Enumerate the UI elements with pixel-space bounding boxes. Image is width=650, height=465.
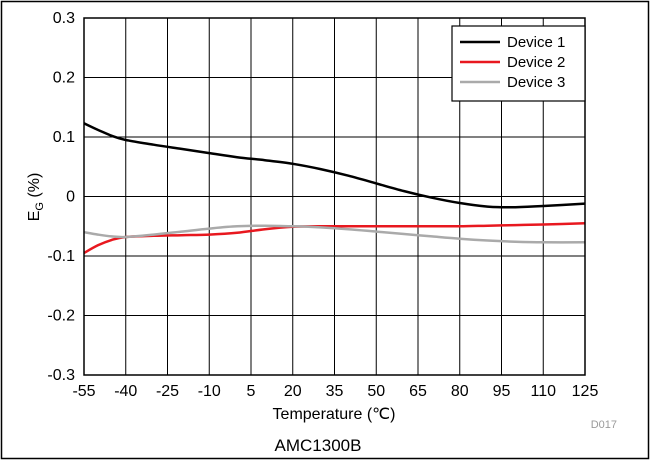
y-tick-label: 0.2 [53, 70, 75, 87]
y-axis-label-unit: (%) [26, 173, 43, 202]
y-tick-labels: -0.3 -0.2 -0.1 0 0.1 0.2 0.3 [47, 10, 75, 384]
x-tick-label: 95 [493, 383, 511, 400]
x-tick-label: 110 [530, 383, 556, 400]
y-axis-label-main: E [26, 211, 43, 222]
legend: Device 1 Device 2 Device 3 [451, 25, 586, 102]
legend-label-device-2: Device 2 [507, 54, 565, 71]
legend-label-device-3: Device 3 [507, 74, 565, 91]
y-axis-label: EG (%) [26, 173, 46, 222]
x-tick-label: 20 [284, 383, 302, 400]
legend-label-device-1: Device 1 [507, 34, 565, 51]
series-lines [83, 122, 586, 255]
x-tick-label: 80 [451, 383, 469, 400]
y-axis-label-subscript: G [34, 202, 46, 211]
x-tick-label: -25 [156, 383, 179, 400]
y-tick-label: 0.1 [53, 129, 75, 146]
x-tick-label: 50 [367, 383, 385, 400]
plot-area-border [83, 17, 586, 376]
legend-box [451, 25, 586, 102]
y-tick-label: -0.1 [47, 248, 75, 265]
x-tick-label: 5 [247, 383, 256, 400]
y-tick-label: -0.3 [47, 367, 75, 384]
y-tick-label: 0 [66, 189, 75, 206]
x-tick-label: 35 [326, 383, 344, 400]
chart-caption: AMC1300B [275, 436, 362, 455]
y-tick-label: 0.3 [53, 10, 75, 27]
x-tick-labels: -55 -40 -25 -10 5 20 35 50 65 80 95 110 125 [72, 383, 598, 400]
figure-id: D017 [591, 419, 617, 431]
series-line-device-1 [83, 122, 586, 209]
x-tick-label: 65 [409, 383, 427, 400]
x-tick-label: -55 [72, 383, 95, 400]
x-tick-label: -40 [114, 383, 137, 400]
y-tick-label: -0.2 [47, 308, 75, 325]
x-tick-label: -10 [198, 383, 221, 400]
series-line-device-3 [83, 224, 586, 244]
x-axis-label: Temperature (℃) [273, 406, 396, 423]
x-tick-label: 125 [572, 383, 599, 400]
